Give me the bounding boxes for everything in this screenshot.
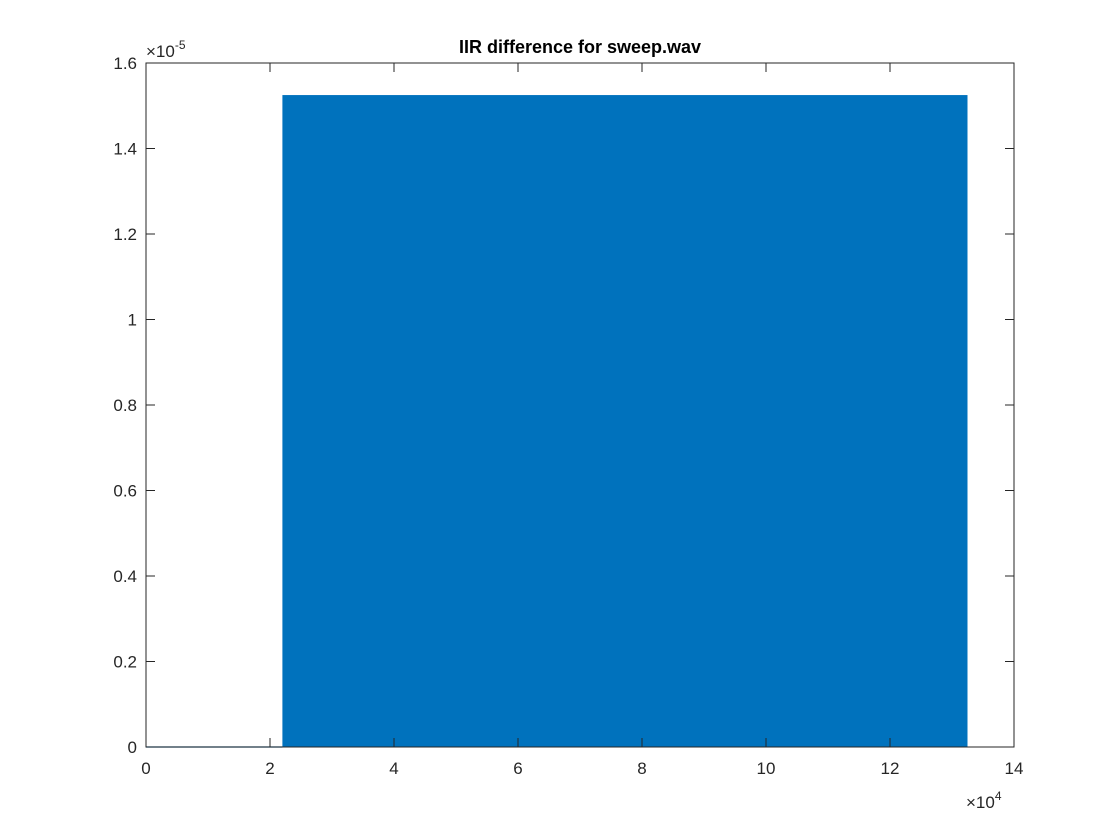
y-tick-label: 1 <box>128 311 137 330</box>
y-tick-label: 1.4 <box>113 140 137 159</box>
series-dense-band <box>282 95 968 747</box>
x-tick-label: 4 <box>389 759 398 778</box>
x-exponent-power: 4 <box>995 789 1002 803</box>
x-tick-label: 10 <box>757 759 776 778</box>
y-tick-label: 0.2 <box>113 653 137 672</box>
series-layer <box>146 95 968 748</box>
x-tick-label: 12 <box>881 759 900 778</box>
y-tick-label: 0.8 <box>113 396 137 415</box>
x-tick-label: 0 <box>141 759 150 778</box>
x-tick-label: 14 <box>1005 759 1024 778</box>
x-tick-label: 6 <box>513 759 522 778</box>
y-axis-exponent: ×10-5 <box>146 38 186 61</box>
x-tick-label: 8 <box>637 759 646 778</box>
y-tick-label: 0 <box>128 738 137 757</box>
x-tick-label: 2 <box>265 759 274 778</box>
y-exponent-power: -5 <box>175 38 186 52</box>
tick-layer: 0 2 4 6 8 10 12 14 0 0.2 0.4 0.6 0.8 1 1.2 1.4 1.6 <box>113 54 1023 778</box>
x-axis-exponent: ×104 <box>966 789 1002 812</box>
y-tick-label: 1.6 <box>113 54 137 73</box>
y-tick-label: 1.2 <box>113 225 137 244</box>
y-tick-label: 0.6 <box>113 482 137 501</box>
y-exponent-base: ×10 <box>146 42 175 61</box>
y-tick-label: 0.4 <box>113 567 137 586</box>
chart-title: IIR difference for sweep.wav <box>459 37 701 57</box>
x-exponent-base: ×10 <box>966 793 995 812</box>
